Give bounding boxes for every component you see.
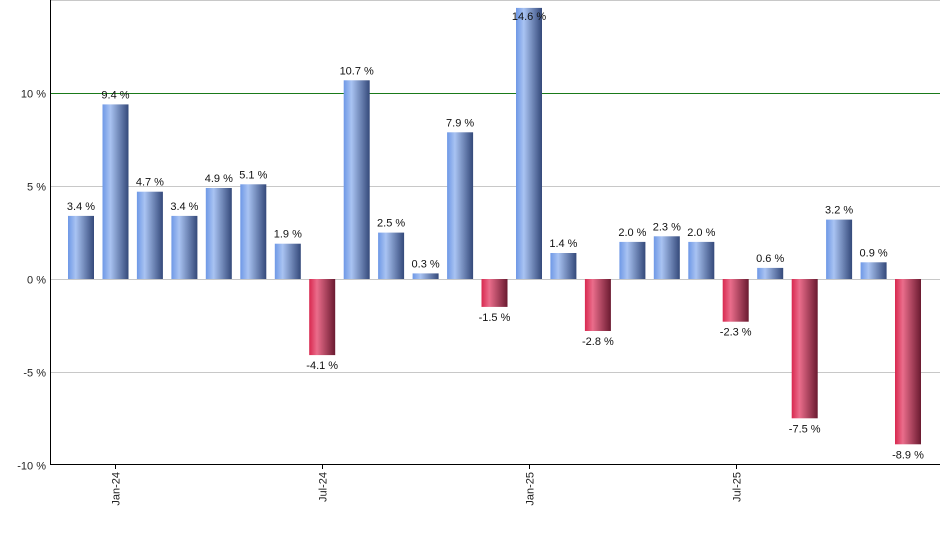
bar-value-label: 7.9 %	[446, 117, 474, 129]
bar-value-label: 3.4 %	[170, 201, 198, 213]
bar-Feb-24	[136, 191, 163, 279]
bar-value-label: 0.6 %	[756, 253, 784, 265]
x-tick-label: Jan-25	[525, 472, 537, 506]
bar-Nov-24	[447, 132, 474, 279]
bar-Aug-24	[343, 80, 370, 279]
bar-Aug-25	[757, 267, 784, 279]
y-tick-label: 0 %	[27, 275, 46, 287]
bar-Oct-24	[412, 273, 439, 279]
bar-value-label: 14.6 %	[512, 11, 546, 23]
bar-value-label: 4.7 %	[136, 177, 164, 189]
bar-value-label: 3.2 %	[825, 205, 853, 217]
bar-Feb-25	[550, 253, 577, 279]
bar-value-label: -2.8 %	[582, 336, 614, 348]
bar-value-label: 2.5 %	[377, 218, 405, 230]
bar-value-label: 10.7 %	[340, 65, 374, 77]
bar-Oct-25	[826, 219, 853, 279]
bar-value-label: 0.3 %	[412, 258, 440, 270]
x-tick-label: Jul-25	[732, 472, 744, 502]
bar-value-label: -1.5 %	[479, 312, 511, 324]
bar-value-label: 1.4 %	[549, 238, 577, 250]
gridlines	[50, 0, 940, 373]
bar-value-label: 0.9 %	[860, 247, 888, 259]
bar-Sep-24	[378, 232, 405, 279]
bar-value-label: -7.5 %	[789, 423, 821, 435]
bar-May-25	[653, 236, 680, 279]
y-tick-label: 5 %	[27, 182, 46, 194]
bar-Nov-25	[860, 262, 887, 279]
bar-value-label: 2.0 %	[687, 227, 715, 239]
x-tick-label: Jan-24	[111, 472, 123, 506]
bar-Apr-24	[205, 188, 232, 279]
bar-value-label: -8.9 %	[892, 449, 924, 461]
bar-value-label: 9.4 %	[101, 89, 129, 101]
bar-value-label: 5.1 %	[239, 169, 267, 181]
bar-May-24	[240, 184, 267, 279]
bar-value-label: 4.9 %	[205, 173, 233, 185]
bar-Mar-24	[171, 215, 198, 279]
bar-Dec-25	[895, 279, 921, 445]
bar-Jul-25	[722, 279, 749, 322]
bar-Jan-25	[516, 7, 542, 280]
bar-Apr-25	[619, 241, 646, 279]
y-tick-label: -5 %	[23, 368, 46, 380]
axes: 10 % 5 % 0 % -5 % -10 % Jan-24 Jul-24 Jan-25 Jul…	[17, 0, 940, 506]
bar-Mar-25	[584, 279, 611, 331]
y-tick-label: 10 %	[21, 89, 46, 101]
bar-Sep-25	[791, 279, 818, 419]
y-tick-label: -10 %	[17, 461, 46, 473]
bar-Jun-25	[688, 241, 715, 279]
x-tick-label: Jul-24	[318, 472, 330, 502]
bars: 3.4 % 9.4 % 4.7 % 3.4 % 4.9 % 5.1 % 1.9 % -4.1 …	[67, 7, 924, 461]
bar-Dec-23	[68, 215, 94, 279]
bar-value-label: 3.4 %	[67, 201, 95, 213]
bar-Jun-24	[274, 243, 301, 279]
bar-value-label: 1.9 %	[274, 229, 302, 241]
bar-value-label: 2.0 %	[618, 227, 646, 239]
bar-value-label: 2.3 %	[653, 221, 681, 233]
bar-value-label: -2.3 %	[720, 327, 752, 339]
bar-Jan-24	[102, 104, 129, 280]
bar-value-label: -4.1 %	[306, 360, 338, 372]
bar-Dec-24	[481, 279, 508, 307]
bar-Jul-24	[309, 279, 336, 356]
